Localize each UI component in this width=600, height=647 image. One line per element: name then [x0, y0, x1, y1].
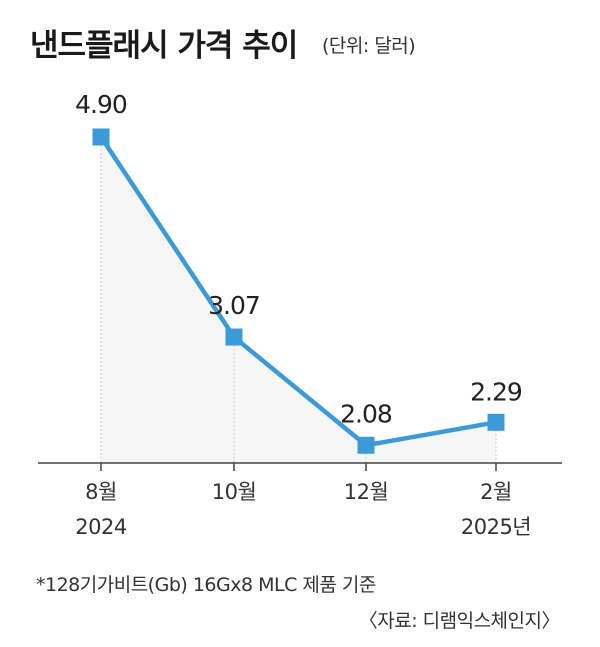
footnote: *128기가비트(Gb) 16Gx8 MLC 제품 기준: [36, 574, 376, 596]
data-label: 2.08: [340, 399, 392, 428]
series-line: [99, 135, 497, 448]
data-point: [357, 436, 375, 454]
x-tick-year-label: 2024: [75, 515, 127, 539]
data-point: [487, 413, 505, 431]
data-point: [225, 328, 243, 346]
x-tick-year-label: 2025년: [461, 515, 531, 539]
x-tick-label: 10월: [212, 480, 257, 504]
data-label: 3.07: [208, 291, 260, 320]
x-tick-label: 2월: [480, 480, 512, 504]
source-note: 〈자료: 디램익스체인지〉: [358, 610, 561, 632]
x-tick-label: 12월: [344, 480, 389, 504]
x-tick-label: 8월: [85, 480, 117, 504]
data-label: 4.90: [75, 90, 127, 119]
chart-title: 낸드플래시 가격 추이: [30, 28, 298, 64]
unit-label: (단위: 달러): [322, 35, 416, 57]
area-fill: [101, 137, 496, 463]
data-point: [92, 128, 110, 146]
data-label: 2.29: [470, 377, 522, 406]
